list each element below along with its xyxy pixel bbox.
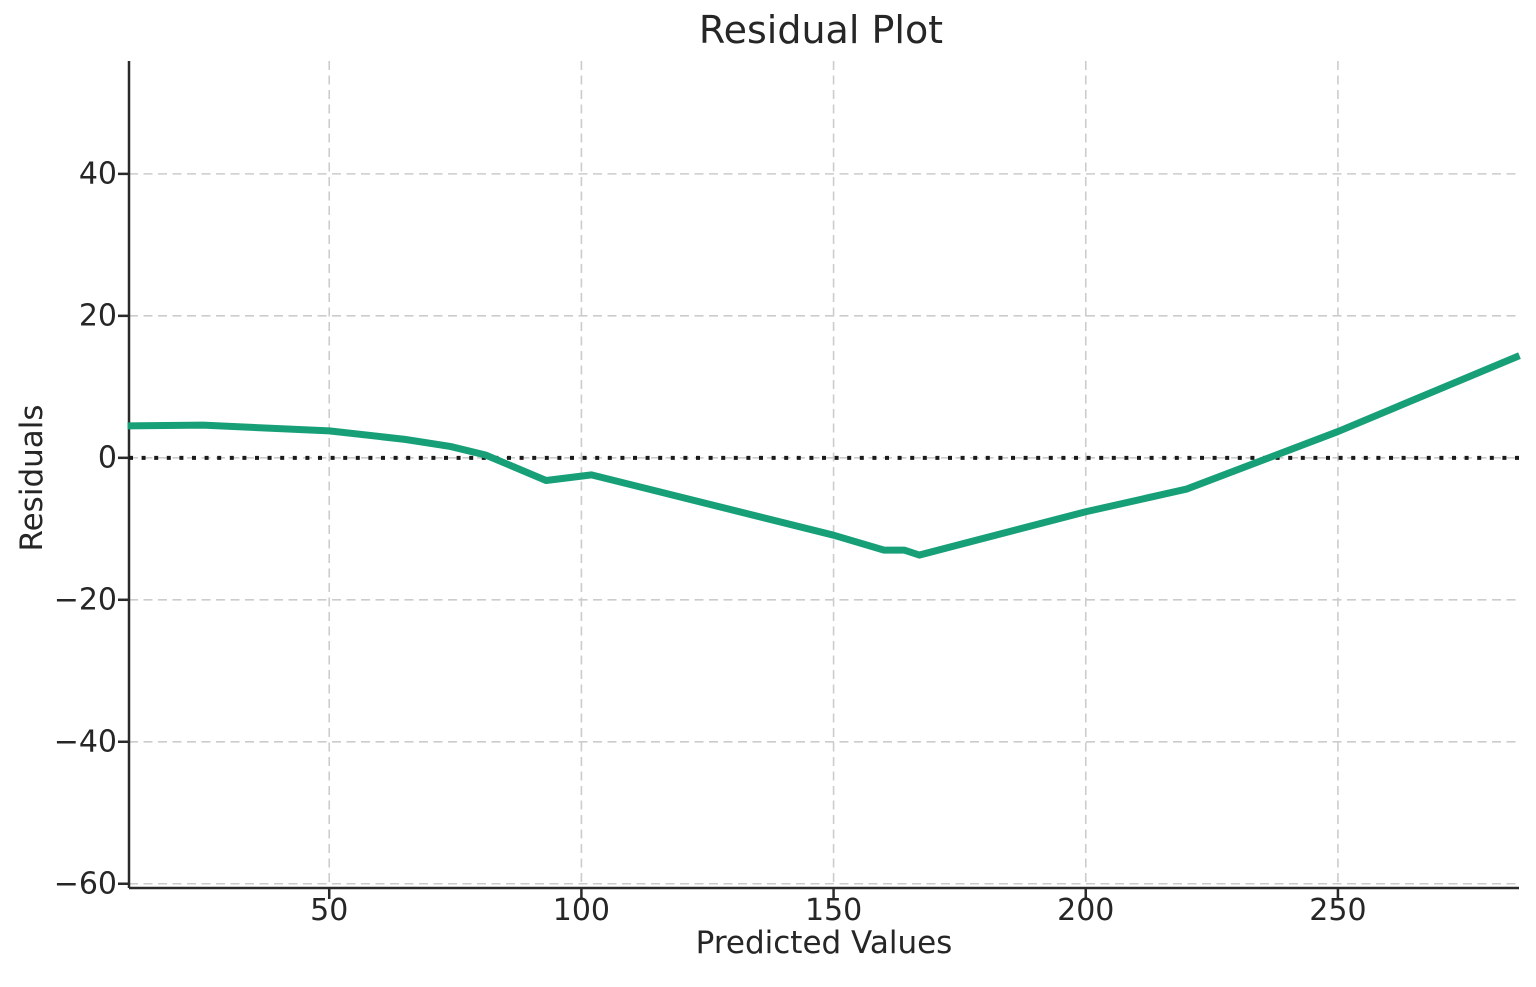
x-axis-label: Predicted Values: [695, 925, 953, 961]
y-tick-label: 40: [78, 156, 117, 192]
residual-line: [127, 352, 1521, 559]
chart-title: Residual Plot: [698, 8, 944, 52]
y-tick-label: −40: [53, 724, 117, 760]
x-tick-label: 250: [1309, 893, 1367, 928]
x-tick-label: 50: [310, 893, 349, 928]
y-tick-label: 20: [78, 298, 117, 334]
y-axis-label: Residuals: [14, 404, 50, 552]
x-tick-label: 200: [1057, 893, 1115, 928]
y-tick-label: 0: [97, 440, 117, 476]
x-tick-label: 150: [804, 893, 863, 928]
y-tick-label: −60: [53, 866, 117, 902]
y-tick-label: −20: [53, 582, 117, 618]
x-tick-label: 100: [552, 893, 611, 928]
